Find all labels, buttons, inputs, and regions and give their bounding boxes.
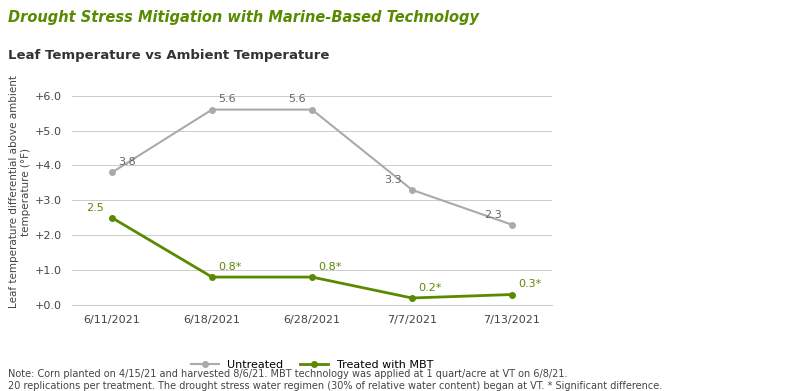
Text: 0.2*: 0.2* bbox=[418, 283, 442, 293]
Text: 5.6: 5.6 bbox=[288, 94, 306, 104]
Legend: Untreated, Treated with MBT: Untreated, Treated with MBT bbox=[186, 356, 438, 375]
Text: Drought Stress Mitigation with Marine-Based Technology: Drought Stress Mitigation with Marine-Ba… bbox=[8, 10, 479, 25]
Text: 0.8*: 0.8* bbox=[218, 262, 242, 272]
Text: 0.8*: 0.8* bbox=[318, 262, 342, 272]
Text: The leaf temperature of
corn plants treated with
the Marine-Based
Technology in : The leaf temperature of corn plants trea… bbox=[589, 66, 761, 277]
Text: 5.6: 5.6 bbox=[218, 94, 236, 104]
Text: 2.5: 2.5 bbox=[86, 203, 104, 213]
Text: Note: Corn planted on 4/15/21 and harvested 8/6/21. MBT technology was applied a: Note: Corn planted on 4/15/21 and harves… bbox=[8, 369, 662, 391]
Text: Leaf Temperature vs Ambient Temperature: Leaf Temperature vs Ambient Temperature bbox=[8, 49, 330, 62]
Text: 3.3: 3.3 bbox=[384, 175, 402, 185]
Y-axis label: Leaf temperature differential above ambient
temperature (°F): Leaf temperature differential above ambi… bbox=[10, 75, 31, 308]
Text: 0.3*: 0.3* bbox=[518, 279, 542, 289]
Text: 3.8: 3.8 bbox=[118, 157, 136, 167]
Text: 2.3: 2.3 bbox=[484, 210, 502, 219]
